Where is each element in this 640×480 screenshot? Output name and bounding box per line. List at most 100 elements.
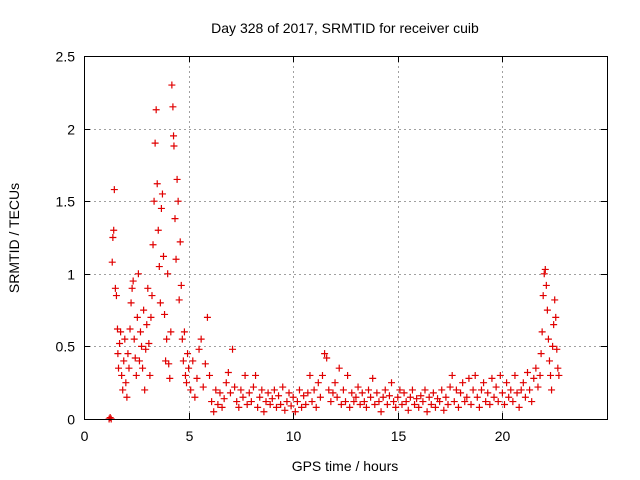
data-point [298, 403, 306, 411]
y-axis-label: SRMTID / TECUs [6, 183, 22, 293]
data-point [459, 379, 467, 387]
data-point [362, 403, 370, 411]
data-point [277, 400, 285, 408]
chart-title: Day 328 of 2017, SRMTID for receiver cui… [211, 20, 479, 36]
data-point [157, 204, 165, 212]
data-point [379, 393, 387, 401]
data-point [220, 395, 228, 403]
data-point [166, 374, 174, 382]
data-point [411, 400, 419, 408]
data-point [446, 383, 454, 391]
data-point [279, 383, 287, 391]
data-point [321, 350, 329, 358]
data-points [105, 81, 563, 423]
data-point [243, 400, 251, 408]
data-point [450, 398, 458, 406]
data-point [258, 386, 266, 394]
data-point [544, 335, 552, 343]
data-point [427, 400, 435, 408]
data-point [161, 310, 169, 318]
data-point [448, 371, 456, 379]
data-point [375, 398, 383, 406]
data-point [169, 103, 177, 111]
data-point [553, 345, 561, 353]
data-point [348, 389, 356, 397]
data-point [402, 398, 410, 406]
data-point [203, 313, 211, 321]
y-tick-label: 2.5 [56, 49, 76, 65]
y-tick-label: 0.5 [56, 339, 76, 355]
data-point [436, 398, 444, 406]
data-point [486, 400, 494, 408]
data-point [175, 296, 183, 304]
data-point [461, 398, 469, 406]
data-point [167, 328, 175, 336]
data-point [377, 408, 385, 416]
data-point [541, 265, 549, 273]
data-point [344, 371, 352, 379]
data-point [496, 371, 504, 379]
data-point [260, 408, 268, 416]
data-point [507, 386, 515, 394]
data-point [325, 386, 333, 394]
data-point [392, 403, 400, 411]
data-point [291, 408, 299, 416]
data-point [314, 379, 322, 387]
data-point [149, 241, 157, 249]
data-point [530, 374, 538, 382]
data-point [239, 393, 247, 401]
data-point [532, 364, 540, 372]
data-point [312, 403, 320, 411]
y-tick-label: 1.5 [56, 194, 76, 210]
data-point [285, 389, 293, 397]
x-tick-label: 15 [391, 428, 407, 444]
data-point [245, 389, 253, 397]
data-point [171, 215, 179, 223]
data-point [148, 292, 156, 300]
data-point [333, 393, 341, 401]
data-point [152, 106, 160, 114]
data-point [442, 393, 450, 401]
data-point [550, 321, 558, 329]
data-point [237, 386, 245, 394]
data-point [360, 398, 368, 406]
y-tick-label: 1 [67, 267, 75, 283]
data-point [229, 345, 237, 353]
y-tick-label: 2 [67, 122, 75, 138]
data-point [365, 386, 373, 394]
data-point [335, 364, 343, 372]
data-point [189, 357, 197, 365]
data-point [337, 400, 345, 408]
data-point [519, 379, 527, 387]
data-point [513, 389, 521, 397]
data-point [385, 392, 393, 400]
data-point [329, 389, 337, 397]
data-point [465, 374, 473, 382]
data-point [373, 389, 381, 397]
data-point [457, 389, 465, 397]
data-point [323, 354, 331, 362]
data-point [537, 350, 545, 358]
data-point [132, 371, 140, 379]
data-point [110, 186, 118, 194]
data-point [147, 313, 155, 321]
data-point [145, 339, 153, 347]
data-point [500, 400, 508, 408]
data-point [482, 398, 490, 406]
data-point [467, 400, 475, 408]
data-point [358, 389, 366, 397]
data-point [413, 395, 421, 403]
data-point [170, 132, 178, 140]
data-point [415, 403, 423, 411]
data-point [173, 175, 181, 183]
data-point [498, 389, 506, 397]
data-point [281, 406, 289, 414]
data-point [528, 398, 536, 406]
data-point [293, 398, 301, 406]
data-point [352, 393, 360, 401]
data-point [191, 393, 199, 401]
data-point [124, 350, 132, 358]
data-point [235, 403, 243, 411]
data-point [354, 383, 362, 391]
data-point [141, 386, 149, 394]
